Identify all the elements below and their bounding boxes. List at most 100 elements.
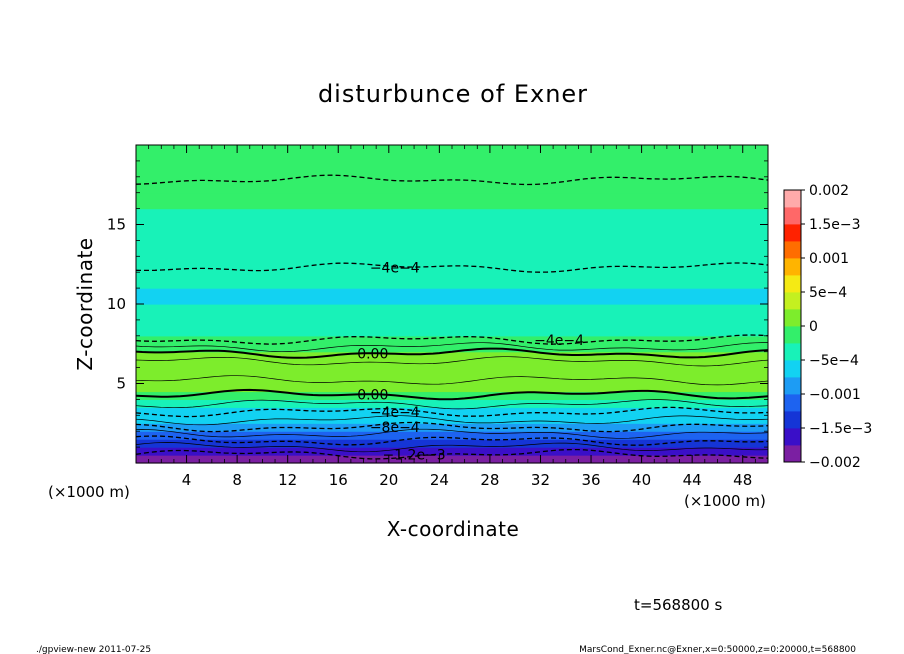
colorbar-tick-label: −0.002 bbox=[809, 455, 861, 471]
colorbar: −0.002 −1.5e−3 −0.001 −5e−4 0 5e−4 0.001 1.5e−3… bbox=[783, 183, 872, 471]
contour-line bbox=[135, 406, 769, 418]
contour-line bbox=[135, 428, 769, 439]
x-tick-label: 20 bbox=[379, 471, 398, 489]
colorbar-segment bbox=[784, 343, 801, 361]
heatmap-band bbox=[136, 288, 768, 305]
colorbar-tick-label: 5e−4 bbox=[809, 285, 847, 301]
x-tick-label: 16 bbox=[329, 471, 348, 489]
colorbar-segment bbox=[784, 411, 801, 429]
heatmap-fill bbox=[136, 145, 768, 464]
x-tick-label: 36 bbox=[581, 471, 600, 489]
x-tick-label: 28 bbox=[480, 471, 499, 489]
colorbar-segment bbox=[784, 224, 801, 242]
heatmap-band bbox=[136, 375, 768, 385]
heatmap-band bbox=[136, 192, 768, 210]
x-axis: 4 8 12 16 20 24 28 32 36 40 44 48 bbox=[148, 145, 756, 489]
chart-title: disturbunce of Exner bbox=[318, 80, 588, 108]
contour-label: −4e−4 bbox=[370, 260, 420, 276]
heatmap-band bbox=[136, 423, 768, 432]
colorbar-segment bbox=[784, 326, 801, 344]
heatmap-band bbox=[136, 240, 768, 257]
heatmap-band bbox=[136, 359, 768, 369]
contour-line bbox=[135, 375, 769, 386]
heatmap-band bbox=[136, 367, 768, 377]
x-tick-label: 40 bbox=[632, 471, 651, 489]
heatmap-band bbox=[136, 399, 768, 408]
x-tick-label: 48 bbox=[733, 471, 752, 489]
x-tick-label: 8 bbox=[232, 471, 242, 489]
contour-line bbox=[135, 421, 769, 433]
heatmap-band bbox=[136, 145, 768, 162]
colorbar-segment bbox=[784, 207, 801, 225]
heatmap-band bbox=[136, 256, 768, 273]
y-axis: 5 10 15 bbox=[107, 160, 768, 448]
y-axis-label: Z-coordinate bbox=[73, 237, 97, 370]
heatmap-band bbox=[136, 272, 768, 289]
contour-line bbox=[135, 415, 769, 426]
colorbar-tick-label: −1.5e−3 bbox=[809, 421, 872, 437]
colorbar-segment bbox=[784, 428, 801, 446]
x-axis-label: X-coordinate bbox=[387, 517, 520, 541]
colorbar-tick-label: −0.001 bbox=[809, 387, 861, 403]
heatmap-band bbox=[136, 383, 768, 393]
heatmap-band bbox=[136, 176, 768, 194]
heatmap-band bbox=[136, 319, 768, 337]
colorbar-segment bbox=[784, 377, 801, 395]
colorbar-segment bbox=[784, 445, 801, 463]
colorbar-segment bbox=[784, 190, 801, 208]
contour-line bbox=[135, 399, 769, 410]
contour-line bbox=[135, 262, 769, 273]
heatmap-band bbox=[136, 335, 768, 345]
y-tick-label: 15 bbox=[107, 216, 126, 234]
heatmap-band bbox=[136, 208, 768, 226]
heatmap-band bbox=[136, 407, 768, 416]
colorbar-segment bbox=[784, 241, 801, 259]
colorbar-tick-label: 0 bbox=[809, 319, 818, 335]
contour-line bbox=[135, 448, 769, 460]
heatmap-band bbox=[136, 224, 768, 241]
colorbar-tick-label: 0.001 bbox=[809, 251, 849, 267]
heatmap-band bbox=[136, 160, 768, 178]
colorbar-segment bbox=[784, 258, 801, 276]
heatmap-band bbox=[136, 447, 768, 456]
colorbar-segment bbox=[784, 275, 801, 293]
colorbar-tick-label: 0.002 bbox=[809, 183, 849, 199]
x-tick-label: 32 bbox=[531, 471, 550, 489]
contour-label: −4e−4 bbox=[370, 405, 420, 421]
contour-label: −1.2e−3 bbox=[382, 447, 445, 463]
heatmap-band bbox=[136, 343, 768, 353]
contour-label: −4e−4 bbox=[534, 333, 584, 349]
contour-line bbox=[135, 174, 769, 186]
contour-line bbox=[135, 435, 769, 446]
contour-label: 0.00 bbox=[357, 388, 388, 404]
x-tick-label: 44 bbox=[683, 471, 702, 489]
x-tick-label: 4 bbox=[182, 471, 192, 489]
x-unit-label: (×1000 m) bbox=[48, 483, 130, 501]
colorbar-segment bbox=[784, 309, 801, 327]
heatmap-band bbox=[136, 415, 768, 424]
x-tick-label: 12 bbox=[278, 471, 297, 489]
contour-line bbox=[135, 347, 769, 359]
heatmap-band bbox=[136, 431, 768, 440]
contour-line bbox=[135, 388, 769, 401]
y-tick-label: 10 bbox=[107, 295, 126, 313]
colorbar-segment bbox=[784, 360, 801, 378]
time-annotation: t=568800 s bbox=[634, 596, 722, 614]
heatmap-band bbox=[136, 391, 768, 400]
y-tick-label: 5 bbox=[116, 375, 126, 393]
contour-line bbox=[135, 342, 768, 353]
footer-right: MarsCond_Exner.nc@Exner,x=0:50000,z=0:20… bbox=[579, 645, 856, 654]
footer-left: ./gpview-new 2011-07-25 bbox=[36, 645, 151, 654]
contour-lines: −1.2e−3−8e−4−4e−40.000.00−4e−4−4e−4 bbox=[135, 174, 769, 463]
colorbar-tick-label: −5e−4 bbox=[809, 353, 859, 369]
contour-label: 0.00 bbox=[357, 346, 388, 362]
colorbar-segment bbox=[784, 394, 801, 412]
heatmap-band bbox=[136, 439, 768, 448]
contour-label: −8e−4 bbox=[370, 420, 420, 436]
heatmap-band bbox=[136, 351, 768, 361]
colorbar-segment bbox=[784, 292, 801, 310]
contour-line bbox=[135, 356, 769, 367]
y-unit-label: (×1000 m) bbox=[684, 492, 766, 510]
contour-line bbox=[135, 334, 769, 345]
